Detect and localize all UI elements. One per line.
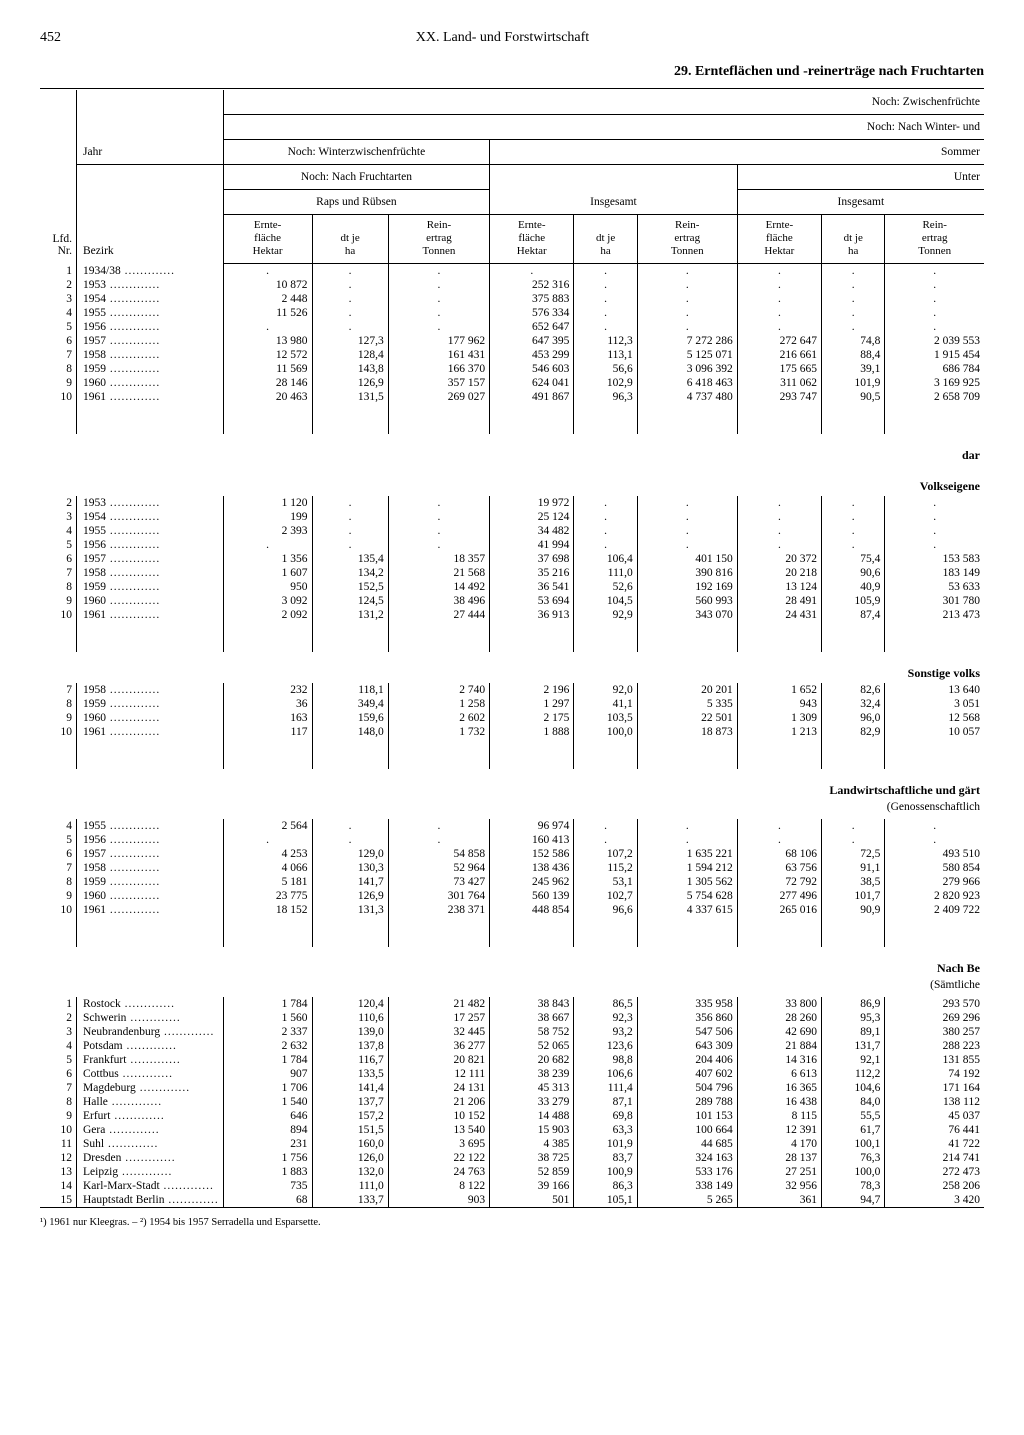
table-row: 6195713 980127,3177 962647 395112,37 272… xyxy=(40,334,984,348)
table-row: 2Schwerin1 560110,617 25738 66792,3356 8… xyxy=(40,1011,984,1025)
table-row: 1Rostock1 784120,421 48238 84386,5335 95… xyxy=(40,997,984,1011)
hdr-winterzw: Noch: Winterzwischenfrüchte xyxy=(223,140,489,165)
hdr-winter-und: Noch: Nach Winter- und xyxy=(223,115,984,140)
h-ernte2: Ernte- fläche Hektar xyxy=(490,215,574,264)
label-sonstige: Sonstige volks xyxy=(40,652,984,683)
hdr-insg2: Insgesamt xyxy=(737,190,984,215)
label-dar: dar xyxy=(40,434,984,465)
table-row: 31954199..25 124..... xyxy=(40,510,984,524)
table-row: 719581 607134,221 56835 216111,0390 8162… xyxy=(40,566,984,580)
table-row: 419552 393..34 482..... xyxy=(40,524,984,538)
table-row: 10196118 152131,3238 371448 85496,64 337… xyxy=(40,903,984,917)
hdr-sommer: Sommer xyxy=(490,140,984,165)
table-row: 4Potsdam2 632137,836 27752 065123,6643 3… xyxy=(40,1039,984,1053)
table-row: 12Dresden1 756126,022 12238 72583,7324 1… xyxy=(40,1151,984,1165)
h-ernte1: Ernte- fläche Hektar xyxy=(223,215,312,264)
h-dtje3: dt je ha xyxy=(822,215,885,264)
table-row: 319542 448..375 883..... xyxy=(40,292,984,306)
table-row: 419552 564..96 974..... xyxy=(40,819,984,833)
h-rein1: Rein- ertrag Tonnen xyxy=(388,215,489,264)
main-table: Lfd. Nr. Jahr Noch: Zwischenfrüchte Noch… xyxy=(40,88,984,1209)
table-row: 8195911 569143,8166 370546 60356,63 096 … xyxy=(40,362,984,376)
table-row: 2195310 872..252 316..... xyxy=(40,278,984,292)
table-row: 51956...160 413..... xyxy=(40,833,984,847)
table-row: 51956...652 647..... xyxy=(40,320,984,334)
table-row: 819595 181141,773 427245 96253,11 305 56… xyxy=(40,875,984,889)
table-row: 619574 253129,054 858152 586107,21 635 2… xyxy=(40,847,984,861)
table-row: 11Suhl231160,03 6954 385101,944 6854 170… xyxy=(40,1137,984,1151)
table-row: 9196023 775126,9301 764560 139102,75 754… xyxy=(40,889,984,903)
table-row: 71958232118,12 7402 19692,020 2011 65282… xyxy=(40,683,984,697)
chapter-title: XX. Land- und Forstwirtschaft xyxy=(61,30,944,46)
table-row: 4195511 526..576 334..... xyxy=(40,306,984,320)
hdr-raps: Raps und Rübsen xyxy=(223,190,489,215)
h-dtje1: dt je ha xyxy=(312,215,388,264)
table-row: 7195812 572128,4161 431453 299113,15 125… xyxy=(40,348,984,362)
table-row: 719584 066130,352 964138 436115,21 594 2… xyxy=(40,861,984,875)
table-row: 10196120 463131,5269 027491 86796,34 737… xyxy=(40,390,984,404)
table-row: 13Leipzig1 883132,024 76352 859100,9533 … xyxy=(40,1165,984,1179)
footnote: ¹) 1961 nur Kleegras. – ²) 1954 bis 1957… xyxy=(40,1217,984,1228)
table-title: 29. Ernteflächen und -reinerträge nach F… xyxy=(40,64,984,80)
page-number: 452 xyxy=(40,30,61,46)
table-row: 15Hauptstadt Berlin68133,7903501105,15 2… xyxy=(40,1193,984,1208)
h-rein2: Rein- ertrag Tonnen xyxy=(637,215,737,264)
label-nachbe: Nach Be xyxy=(40,947,984,978)
table-row: 14Karl-Marx-Stadt735111,08 12239 16686,3… xyxy=(40,1179,984,1193)
hdr-unter: Unter xyxy=(737,165,984,190)
label-volkseigene: Volkseigene xyxy=(40,465,984,496)
label-saemtliche: (Sämtliche xyxy=(40,978,984,997)
table-row: 51956...41 994..... xyxy=(40,538,984,552)
table-row: 7Magdeburg1 706141,424 13145 313111,4504… xyxy=(40,1081,984,1095)
table-row: 91960163159,62 6022 175103,522 5011 3099… xyxy=(40,711,984,725)
table-row: 1019612 092131,227 44436 91392,9343 0702… xyxy=(40,608,984,622)
table-row: 9Erfurt646157,210 15214 48869,8101 1538 … xyxy=(40,1109,984,1123)
hdr-zwischen: Noch: Zwischenfrüchte xyxy=(223,90,984,115)
h-dtje2: dt je ha xyxy=(574,215,637,264)
col-bezirk: Bezirk xyxy=(77,165,224,264)
h-rein3: Rein- ertrag Tonnen xyxy=(885,215,984,264)
label-landw: Landwirtschaftliche und gärt xyxy=(40,769,984,800)
h-ernte3: Ernte- fläche Hektar xyxy=(737,215,821,264)
table-row: 9196028 146126,9357 157624 041102,96 418… xyxy=(40,376,984,390)
table-row: 81959950152,514 49236 54152,6192 16913 1… xyxy=(40,580,984,594)
hdr-frucht: Noch: Nach Fruchtarten xyxy=(223,165,489,190)
table-row: 11934/38......... xyxy=(40,263,984,278)
table-row: 8Halle1 540137,721 20633 27987,1289 7881… xyxy=(40,1095,984,1109)
table-row: 3Neubrandenburg2 337139,032 44558 75293,… xyxy=(40,1025,984,1039)
label-genoss: (Genossenschaftlich xyxy=(40,800,984,819)
table-row: 919603 092124,538 49653 694104,5560 9932… xyxy=(40,594,984,608)
hdr-insg1: Insgesamt xyxy=(490,165,738,215)
col-lfd: Lfd. Nr. xyxy=(40,90,77,263)
table-row: 619571 356135,418 35737 698106,4401 1502… xyxy=(40,552,984,566)
col-jahr: Jahr xyxy=(77,90,224,165)
table-row: 5Frankfurt1 784116,720 82120 68298,8204 … xyxy=(40,1053,984,1067)
table-row: 6Cottbus907133,512 11138 239106,6407 602… xyxy=(40,1067,984,1081)
table-row: 8195936349,41 2581 29741,15 33594332,43 … xyxy=(40,697,984,711)
table-row: 10Gera894151,513 54015 90363,3100 66412 … xyxy=(40,1123,984,1137)
table-row: 101961117148,01 7321 888100,018 8731 213… xyxy=(40,725,984,739)
page-header: 452 XX. Land- und Forstwirtschaft xyxy=(40,30,984,46)
table-row: 219531 120..19 972..... xyxy=(40,496,984,510)
